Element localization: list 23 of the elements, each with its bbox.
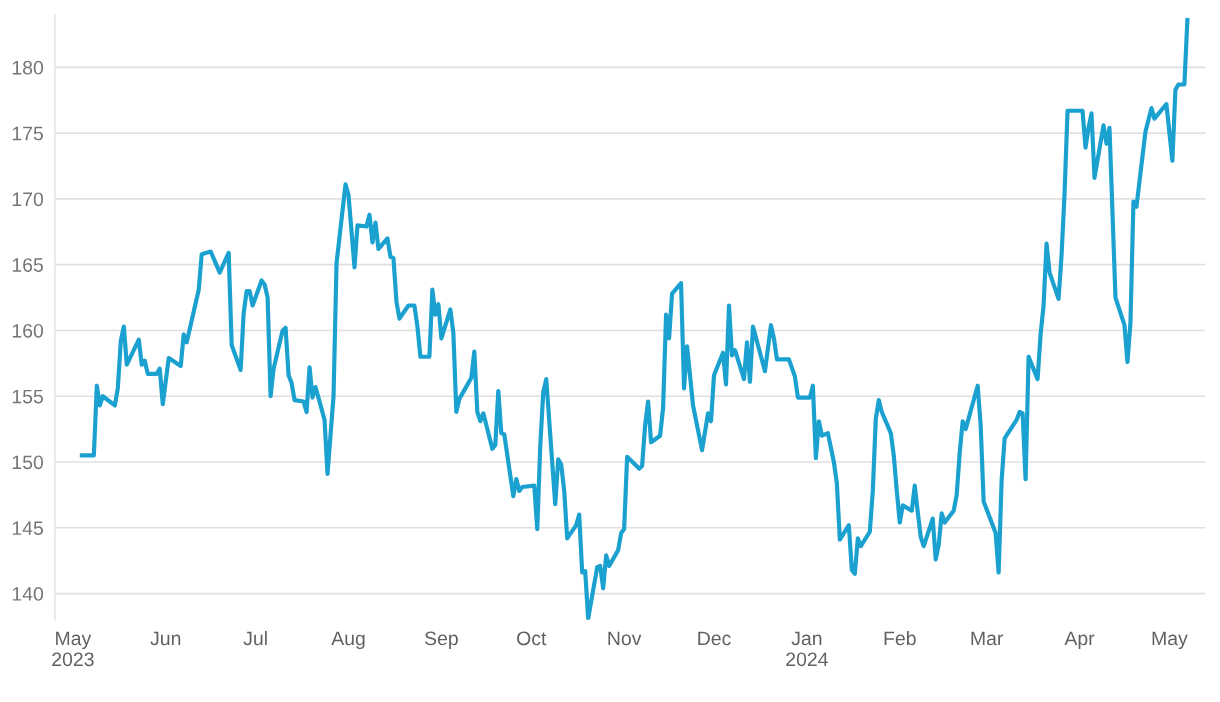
x-tick-label: May 2023 xyxy=(52,631,94,667)
y-tick-label: 165 xyxy=(12,258,43,272)
x-tick-label: Feb xyxy=(884,630,916,646)
y-tick-label: 175 xyxy=(12,126,43,141)
x-tick-label: Jan 2024 xyxy=(786,631,828,667)
x-tick-label: Dec xyxy=(698,631,731,646)
y-tick-label: 180 xyxy=(12,60,44,75)
x-tick-label: Oct xyxy=(517,631,547,646)
y-tick-label: 155 xyxy=(12,389,43,404)
y-tick-label: 150 xyxy=(12,455,44,470)
line-series xyxy=(79,17,1190,620)
x-tick-label: Aug xyxy=(331,631,365,650)
x-tick-label: Jun xyxy=(150,631,181,646)
y-tick-label: 145 xyxy=(12,521,43,536)
y-tick-label: 160 xyxy=(12,323,44,338)
x-tick-label: Mar xyxy=(971,631,1004,646)
y-tick-label: 140 xyxy=(12,587,44,601)
x-tick-label: Jul xyxy=(243,630,267,646)
x-tick-label: May xyxy=(1152,631,1188,650)
x-tick-label: Sep xyxy=(424,631,458,650)
x-tick-label: Nov xyxy=(608,631,642,646)
y-tick-label: 170 xyxy=(12,192,44,207)
x-tick-label: Apr xyxy=(1064,631,1095,650)
